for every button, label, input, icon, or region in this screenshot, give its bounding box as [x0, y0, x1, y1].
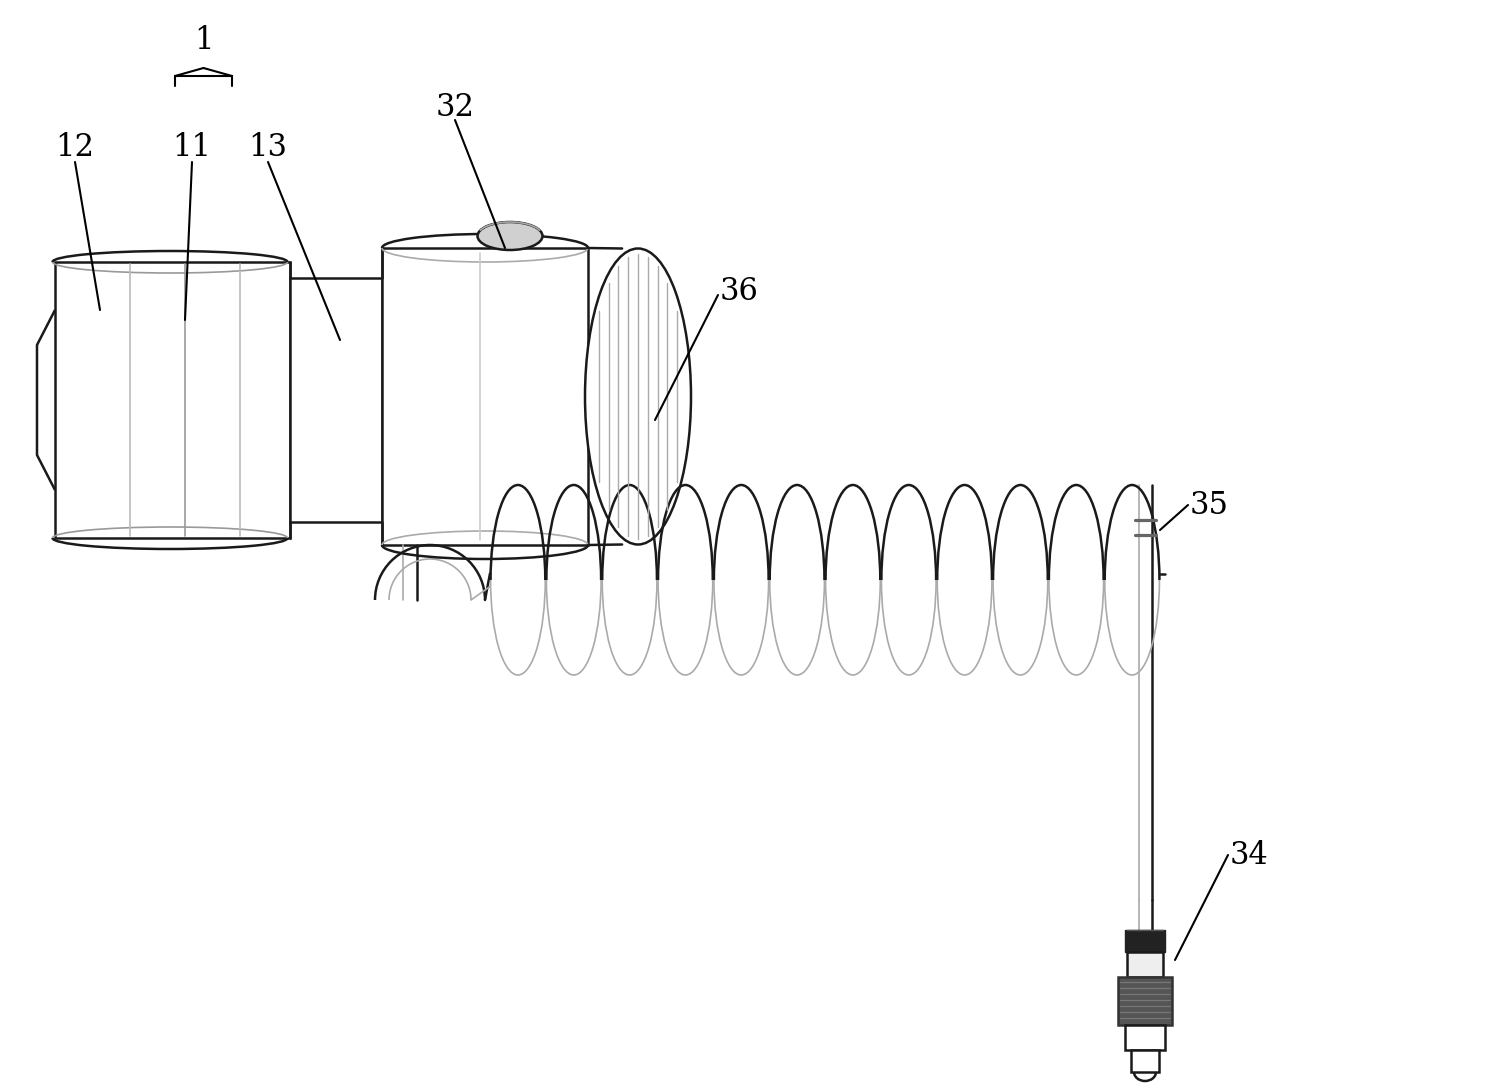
- Text: 12: 12: [55, 132, 95, 164]
- Bar: [55, 262, 290, 538]
- Bar: [1132, 1051, 1158, 1072]
- Text: 34: 34: [1230, 840, 1268, 870]
- Text: 11: 11: [172, 132, 211, 164]
- Bar: [1126, 1025, 1166, 1051]
- Ellipse shape: [585, 249, 691, 545]
- Bar: [1127, 952, 1163, 977]
- Text: 36: 36: [720, 276, 759, 308]
- Text: 13: 13: [248, 132, 288, 164]
- Bar: [290, 278, 382, 522]
- Bar: [1126, 930, 1166, 952]
- Bar: [382, 248, 588, 545]
- Text: 32: 32: [435, 93, 475, 123]
- Ellipse shape: [478, 222, 542, 250]
- Bar: [1118, 977, 1172, 1025]
- Text: 1: 1: [193, 25, 214, 56]
- Text: 35: 35: [1189, 489, 1230, 521]
